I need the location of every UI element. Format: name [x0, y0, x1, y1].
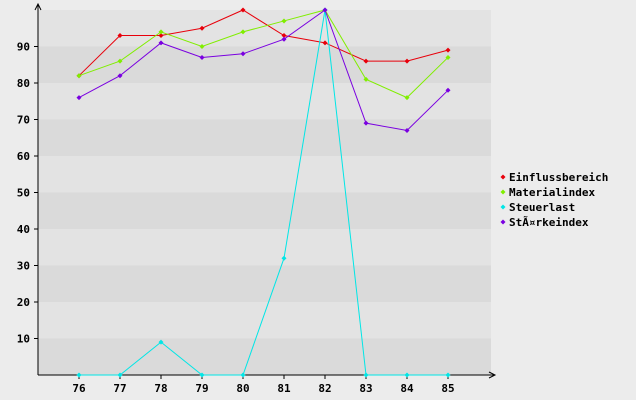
grid-band	[38, 338, 491, 375]
grid-band	[38, 229, 491, 266]
data-point	[117, 372, 123, 378]
data-point	[281, 18, 287, 24]
x-tick-label: 79	[195, 382, 208, 395]
y-tick-label: 30	[17, 260, 30, 273]
y-axis-ticks: 10 20 30 40 50 60 70 80 90	[17, 41, 38, 346]
data-point	[199, 44, 205, 49]
legend-marker	[500, 174, 506, 180]
legend-marker	[500, 204, 506, 210]
data-point	[445, 372, 451, 378]
legend-item: Steuerlast	[500, 201, 575, 214]
legend-marker	[500, 219, 506, 225]
x-axis-arrow	[488, 371, 497, 379]
plot-background	[38, 10, 491, 375]
grid-band	[38, 265, 491, 302]
data-point	[199, 25, 205, 31]
y-tick-label: 90	[17, 41, 30, 54]
y-axis-arrow	[34, 2, 42, 11]
data-point	[240, 29, 246, 35]
data-point	[445, 87, 451, 93]
x-tick-label: 83	[359, 382, 372, 395]
x-tick-label: 78	[154, 382, 167, 395]
data-point	[404, 372, 410, 378]
series-line	[78, 9, 449, 131]
series-line	[78, 9, 449, 99]
series-line	[79, 9, 448, 376]
legend-item: Einflussbereich	[500, 171, 608, 184]
grid-band	[38, 192, 491, 229]
series-layer	[76, 7, 451, 378]
series-4	[76, 7, 451, 133]
x-tick-label: 81	[277, 382, 291, 395]
data-point	[158, 40, 164, 46]
legend-label: Steuerlast	[509, 201, 575, 214]
data-point	[322, 40, 328, 46]
data-point	[404, 127, 410, 133]
series-line	[78, 9, 449, 77]
legend-marker	[500, 189, 506, 195]
data-point	[240, 51, 246, 57]
data-point	[158, 339, 164, 345]
legend-label: Einflussbereich	[509, 171, 608, 184]
grid-band	[38, 302, 491, 339]
data-point	[117, 58, 123, 64]
data-point	[281, 255, 287, 261]
data-point	[363, 120, 369, 126]
grid-band	[38, 83, 491, 120]
data-point	[76, 73, 82, 79]
y-tick-label: 40	[17, 223, 30, 236]
x-tick-label: 80	[236, 382, 249, 395]
x-tick-label: 85	[441, 382, 454, 395]
data-point	[322, 7, 328, 13]
y-tick-label: 60	[17, 150, 30, 163]
data-point	[158, 29, 164, 35]
data-point	[363, 76, 369, 82]
data-point	[117, 33, 123, 39]
data-point	[281, 33, 287, 39]
data-point	[158, 33, 164, 39]
data-point	[199, 372, 205, 378]
y-tick-label: 20	[17, 296, 30, 309]
data-point	[363, 58, 369, 64]
data-point	[281, 36, 287, 42]
data-point	[445, 47, 451, 53]
data-point	[240, 372, 246, 378]
x-tick-label: 82	[318, 382, 331, 395]
data-point	[404, 95, 410, 101]
grid-band	[38, 156, 491, 193]
data-point	[404, 58, 410, 64]
data-point	[363, 372, 369, 378]
y-tick-label: 80	[17, 77, 30, 90]
legend-item: StÃ¤rkeindex	[500, 216, 589, 229]
y-tick-label: 70	[17, 114, 30, 127]
legend: Einflussbereich Materialindex Steuerlast St…	[500, 171, 608, 229]
y-tick-label: 50	[17, 187, 30, 200]
data-point	[76, 372, 82, 378]
data-point	[76, 95, 82, 101]
data-point	[240, 7, 246, 13]
data-point	[445, 54, 451, 60]
grid-band	[38, 119, 491, 156]
x-tick-label: 77	[113, 382, 126, 395]
x-tick-label: 84	[400, 382, 414, 395]
x-axis-ticks: 76 77 78 79 80 81 82 83 84 85	[72, 375, 455, 395]
legend-label: StÃ¤rkeindex	[509, 216, 589, 229]
data-point	[199, 54, 205, 60]
legend-item: Materialindex	[500, 186, 595, 199]
y-tick-label: 10	[17, 333, 30, 346]
x-tick-label: 76	[72, 382, 86, 395]
data-point	[117, 73, 123, 79]
grid-band	[38, 10, 491, 47]
legend-label: Materialindex	[509, 186, 595, 199]
grid-band	[38, 46, 491, 83]
